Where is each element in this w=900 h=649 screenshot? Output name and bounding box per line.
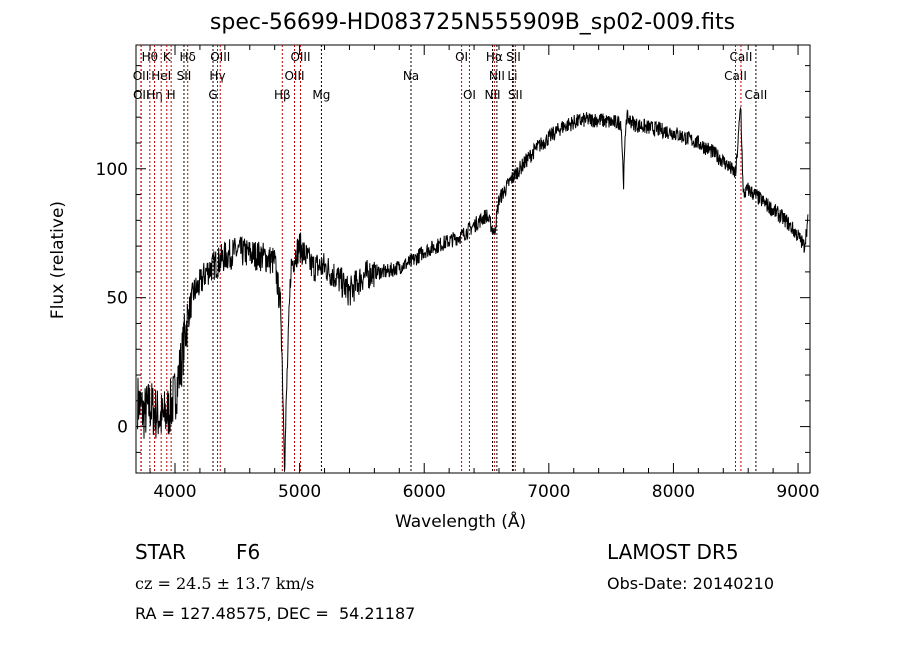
spectral-line-label: Hη [146,88,163,102]
spectral-line-label: OII [133,69,150,83]
spectral-line-label: H [167,88,176,102]
y-tick-label: 100 [96,160,128,180]
spectral-line-label: Hθ [142,50,158,64]
x-tick-label: 4000 [153,482,196,502]
spectral-line-label: Hδ [180,50,196,64]
y-axis-label: Flux (relative) [48,200,68,320]
spectral-line-label: OII [133,88,150,102]
chart-title: spec-56699-HD083725N555909B_sp02-009.fit… [209,10,736,35]
spectral-line-label: OIII [290,50,310,64]
spectral-line-label: G [208,88,217,102]
spectral-line-label: Hβ [274,88,291,102]
obs-date: Obs-Date: 20140210 [607,574,775,593]
survey: LAMOST DR5 [607,540,739,564]
spectral-line-label: OI [463,88,476,102]
spectral-line-label: HeI [151,69,171,83]
spectral-line-label: Mg [312,88,330,102]
spectral-line-label: SII [508,88,523,102]
x-tick-label: 5000 [278,482,321,502]
spectral-line-label: NII [484,88,500,102]
object-class: STAR [135,540,186,564]
spectral-line-label: OIII [210,50,230,64]
plot-frame [135,44,811,474]
spectral-line-label: CaII [724,69,747,83]
spectral-line-label: K [163,50,172,64]
spectral-line-label: NII [489,69,505,83]
subclass: F6 [236,540,261,564]
x-tick-label: 9000 [776,482,819,502]
redshift-cz: cz = 24.5 ± 13.7 km/s [135,574,315,593]
spectral-line-label: Hα [486,50,503,64]
spectral-line-label: CaII [730,50,753,64]
coordinates: RA = 127.48575, DEC = 54.21187 [135,604,416,623]
y-tick-label: 0 [117,418,128,438]
spectral-line-label: SII [506,50,521,64]
spectral-line-label: CaII [745,88,768,102]
spectral-line-label: Na [403,69,419,83]
spectrum-line [137,106,809,472]
x-tick-label: 6000 [403,482,446,502]
x-axis-label: Wavelength (Å) [395,512,527,532]
y-tick-label: 50 [106,289,128,309]
spectral-line-label: Li [507,69,517,83]
spectral-line-label: OIII [284,69,304,83]
x-tick-label: 7000 [527,482,570,502]
spectral-line-label: Hγ [209,69,225,83]
spectral-line-label: OI [455,50,468,64]
spectral-line-label: SII [177,69,192,83]
x-tick-label: 8000 [652,482,695,502]
